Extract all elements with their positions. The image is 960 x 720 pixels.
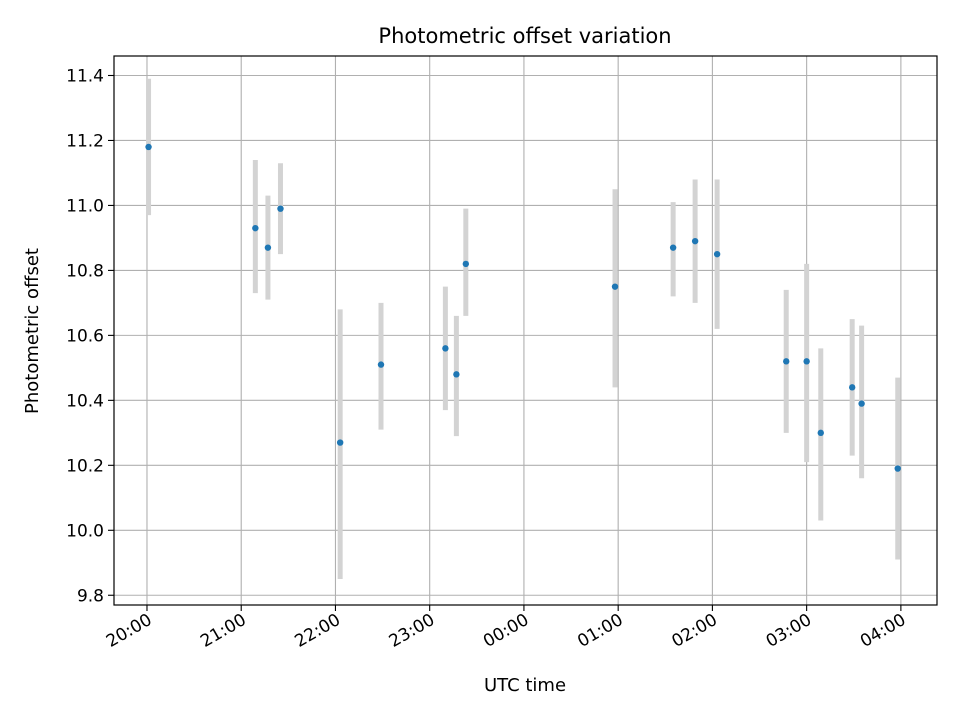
data-point [252, 224, 259, 232]
error-bars [146, 78, 901, 580]
y-tick-label: 9.8 [77, 586, 104, 606]
x-axis-title: UTC time [484, 675, 566, 696]
x-tick-label: 00:00 [480, 610, 532, 652]
data-point [817, 429, 824, 437]
data-point [377, 361, 385, 368]
data-point [691, 237, 699, 245]
data-point [848, 384, 856, 391]
x-tick-label: 22:00 [292, 610, 344, 652]
y-tick-label: 10.6 [66, 326, 104, 346]
x-tick-label: 20:00 [103, 610, 155, 652]
x-tick-label: 23:00 [386, 610, 438, 652]
y-tick-label: 10.4 [66, 391, 104, 411]
data-point [277, 205, 284, 212]
y-tick-label: 11.2 [66, 131, 104, 151]
x-tick-label: 01:00 [574, 610, 626, 652]
data-point [462, 260, 470, 268]
data-point [803, 358, 810, 365]
x-tick-label: 02:00 [668, 610, 720, 652]
x-tick-label: 21:00 [197, 610, 249, 652]
data-points [145, 143, 901, 472]
y-tick-label: 11.0 [66, 196, 104, 216]
y-tick-label: 10.0 [66, 521, 104, 541]
data-point [145, 143, 152, 151]
data-point [669, 244, 677, 251]
y-axis-ticks: 9.8 10.0 10.2 10.4 10.6 10.8 11.0 11.2 11.4 [66, 66, 114, 606]
y-tick-label: 11.4 [66, 66, 104, 86]
x-tick-label: 04:00 [857, 610, 909, 652]
chart-title: Photometric offset variation [378, 24, 671, 48]
y-axis-title: Photometric offset [22, 248, 43, 414]
y-tick-label: 10.2 [66, 456, 104, 476]
data-point [442, 345, 449, 352]
plot-area-frame [113, 55, 938, 606]
x-tick-label: 03:00 [763, 610, 815, 652]
data-point [713, 250, 721, 258]
y-tick-label: 10.8 [66, 261, 104, 281]
data-point [611, 283, 619, 290]
data-point [858, 400, 865, 407]
grid [114, 56, 937, 605]
data-point [336, 439, 344, 446]
data-point [894, 465, 901, 472]
data-point [783, 358, 790, 365]
data-point [453, 371, 460, 378]
data-point [264, 244, 272, 251]
x-axis-ticks: 20:00 21:00 22:00 23:00 00:00 01:00 02:00 03:00… [103, 605, 909, 652]
